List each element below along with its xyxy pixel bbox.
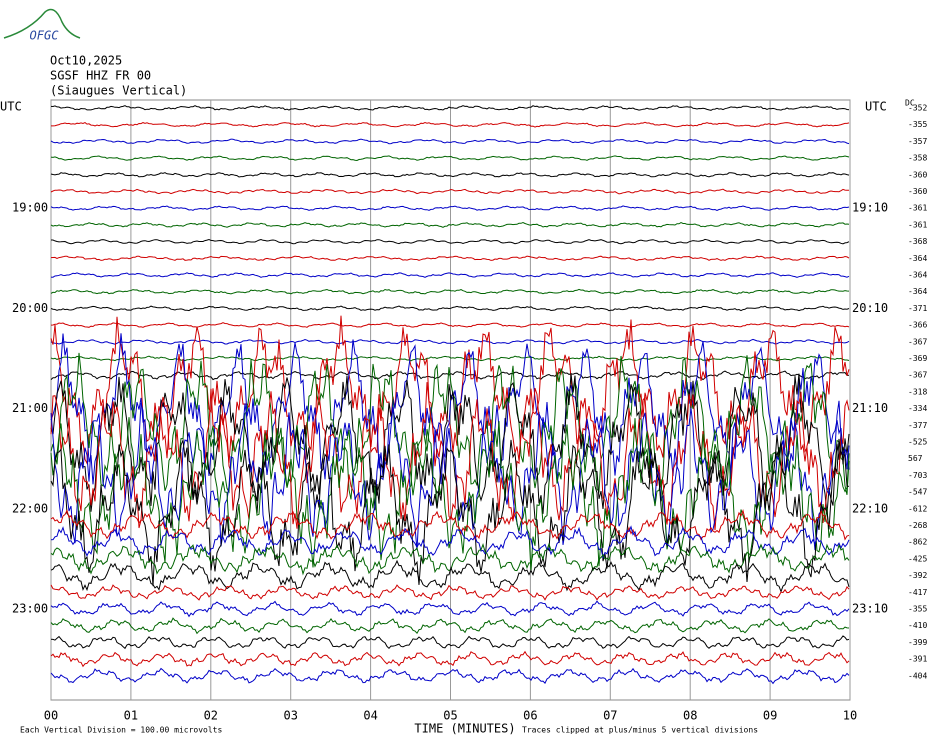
logo-text: OFGC	[30, 29, 60, 43]
dc-offset: 567	[908, 454, 923, 463]
dc-offset: -612	[908, 504, 927, 513]
dc-offset: -525	[908, 438, 927, 447]
x-tick-label: 03	[283, 709, 297, 723]
dc-offset: -367	[908, 371, 927, 380]
left-axis-title: UTC	[0, 100, 22, 114]
right-time-label: 20:10	[852, 301, 888, 315]
dc-offset: -392	[908, 571, 927, 580]
dc-offset: -377	[908, 421, 927, 430]
dc-offset: -368	[908, 237, 927, 246]
dc-offset: -364	[908, 287, 927, 296]
trace	[50, 338, 850, 345]
trace	[50, 559, 850, 594]
trace	[50, 205, 850, 211]
dc-offset: -410	[908, 621, 927, 630]
dc-offset: -358	[908, 154, 927, 163]
trace	[51, 238, 850, 245]
trace	[50, 667, 850, 685]
left-time-label: 19:00	[12, 201, 48, 215]
right-time-label: 21:10	[852, 401, 888, 415]
trace	[50, 352, 850, 500]
dc-offset: -360	[908, 170, 927, 179]
x-tick-label: 08	[683, 709, 697, 723]
trace	[50, 288, 850, 295]
trace	[50, 138, 850, 145]
trace	[50, 155, 850, 162]
trace	[50, 584, 850, 601]
dc-offset: -360	[908, 187, 927, 196]
trace	[50, 305, 850, 312]
dc-offset: -862	[908, 538, 927, 547]
trace	[51, 121, 850, 128]
left-time-label: 20:00	[12, 301, 48, 315]
trace	[50, 434, 850, 587]
x-tick-label: 02	[204, 709, 218, 723]
trace	[50, 373, 850, 515]
trace	[50, 525, 850, 560]
dc-offset: -547	[908, 488, 927, 497]
dc-offset: -357	[908, 137, 927, 146]
x-tick-label: 05	[443, 709, 457, 723]
dc-offset: -417	[908, 588, 927, 597]
trace	[50, 617, 850, 635]
dc-offset: -361	[908, 220, 927, 229]
x-tick-label: 04	[363, 709, 377, 723]
dc-offset: -367	[908, 337, 927, 346]
footer-scale: Each Vertical Division = 100.00 microvol…	[20, 726, 222, 735]
trace	[50, 172, 850, 178]
trace	[50, 400, 850, 551]
right-time-label: 19:10	[852, 201, 888, 215]
x-tick-label: 09	[763, 709, 777, 723]
dc-offset: -355	[908, 605, 927, 614]
trace	[50, 221, 850, 228]
trace	[50, 315, 850, 466]
dc-offset: -364	[908, 254, 927, 263]
dc-offset: -399	[908, 638, 927, 647]
dc-offset: -361	[908, 204, 927, 213]
left-time-label: 23:00	[12, 602, 48, 616]
dc-offset: -404	[908, 671, 927, 680]
x-tick-label: 07	[603, 709, 617, 723]
header-station: SGSF HHZ FR 00	[50, 69, 151, 83]
dc-offset: -355	[908, 120, 927, 129]
dc-offset: -703	[908, 471, 927, 480]
trace	[50, 105, 850, 111]
logo-curve	[3, 8, 81, 39]
dc-offset: -391	[908, 655, 927, 664]
x-axis-title: TIME (MINUTES)	[414, 722, 515, 736]
dc-offset: -334	[908, 404, 927, 413]
trace	[50, 600, 850, 618]
header-site: (Siaugues Vertical)	[50, 84, 187, 98]
trace	[50, 417, 850, 572]
header-date: Oct10,2025	[50, 54, 122, 68]
dc-offset: -425	[908, 554, 927, 563]
dc-header: DC	[905, 99, 915, 108]
left-time-label: 21:00	[12, 401, 48, 415]
left-time-label: 22:00	[12, 501, 48, 515]
trace	[50, 509, 850, 541]
right-time-label: 23:10	[852, 602, 888, 616]
x-tick-label: 00	[44, 709, 58, 723]
dc-offset: -318	[908, 387, 927, 396]
dc-offset: -268	[908, 521, 927, 530]
footer-clip: Traces clipped at plus/minus 5 vertical …	[522, 726, 758, 735]
trace	[50, 188, 850, 195]
right-axis-title: UTC	[865, 100, 887, 114]
dc-offset: -352	[908, 104, 927, 113]
x-tick-label: 10	[843, 709, 857, 723]
trace	[50, 650, 850, 668]
trace	[50, 322, 850, 328]
dc-offset: -366	[908, 321, 927, 330]
dc-offset: -364	[908, 271, 927, 280]
dc-offset: -371	[908, 304, 927, 313]
trace	[50, 272, 850, 278]
x-tick-label: 01	[124, 709, 138, 723]
right-time-label: 22:10	[852, 501, 888, 515]
dc-offset: -369	[908, 354, 927, 363]
trace	[50, 635, 850, 650]
x-tick-label: 06	[523, 709, 537, 723]
trace	[50, 255, 850, 262]
